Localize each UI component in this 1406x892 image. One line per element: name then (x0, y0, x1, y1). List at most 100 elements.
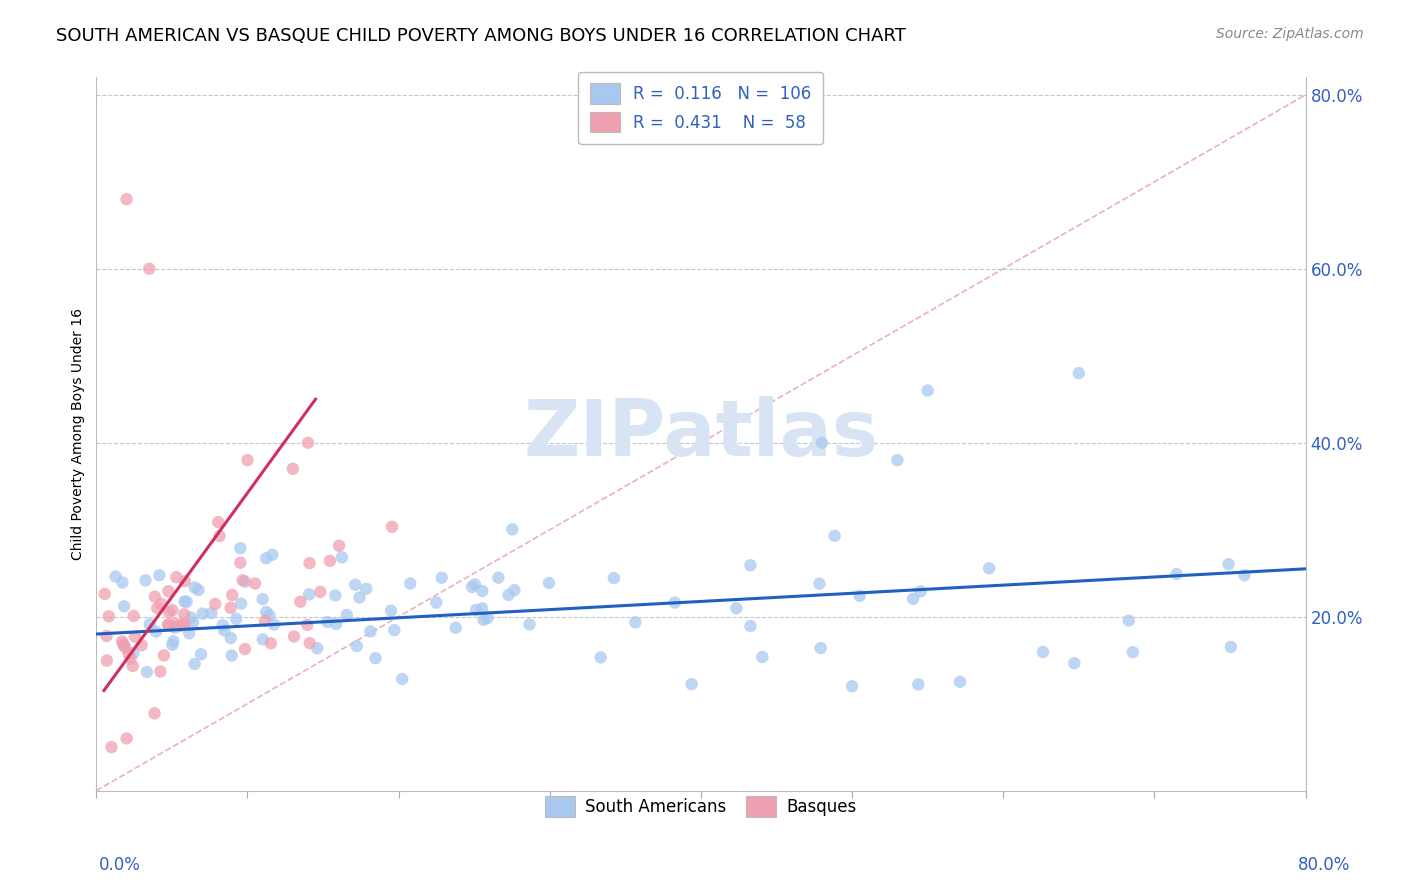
Point (603, 571, 626, 585)
Point (162, 603, 184, 617)
Point (1063, 657, 1085, 671)
Point (176, 595, 198, 609)
Point (243, 576, 266, 591)
Point (254, 551, 277, 566)
Text: SOUTH AMERICAN VS BASQUE CHILD POVERTY AMONG BOYS UNDER 16 CORRELATION CHART: SOUTH AMERICAN VS BASQUE CHILD POVERTY A… (56, 27, 905, 45)
Point (1032, 645, 1054, 659)
Text: 0.0%: 0.0% (98, 856, 141, 874)
Text: ZIPatlas: ZIPatlas (523, 396, 879, 472)
Point (254, 605, 277, 619)
Point (191, 607, 214, 621)
Point (225, 612, 247, 626)
Point (309, 585, 332, 599)
Point (180, 610, 202, 624)
Point (336, 607, 359, 622)
Point (204, 597, 226, 611)
Point (138, 261, 160, 276)
Point (307, 641, 329, 656)
Point (751, 650, 773, 665)
Point (111, 634, 134, 648)
Point (149, 665, 172, 679)
Point (153, 648, 176, 663)
Point (200, 606, 222, 620)
Point (179, 626, 201, 640)
Point (115, 731, 138, 746)
Point (297, 435, 319, 450)
Point (131, 638, 153, 652)
Point (1233, 568, 1256, 582)
Point (254, 614, 277, 628)
Point (97, 609, 120, 624)
Point (465, 603, 488, 617)
Point (503, 583, 526, 598)
Point (841, 679, 863, 693)
Point (162, 634, 184, 648)
Point (93, 587, 115, 601)
Point (298, 556, 321, 570)
Point (172, 617, 194, 632)
Point (917, 384, 939, 398)
Point (346, 639, 368, 653)
Point (219, 631, 242, 645)
Point (1067, 366, 1090, 380)
Point (124, 630, 146, 644)
Point (233, 642, 256, 657)
Point (173, 574, 195, 589)
Point (112, 637, 135, 651)
Point (486, 571, 509, 585)
Point (297, 617, 319, 632)
Point (184, 581, 207, 595)
Point (146, 601, 169, 615)
Text: 80.0%: 80.0% (1298, 856, 1350, 874)
Point (139, 617, 162, 632)
Point (283, 630, 305, 644)
Point (122, 609, 145, 624)
Point (391, 672, 413, 686)
Point (740, 558, 762, 573)
Point (120, 651, 142, 665)
Point (501, 522, 523, 536)
Point (165, 616, 187, 631)
Point (328, 539, 350, 553)
Point (740, 619, 762, 633)
Point (498, 588, 520, 602)
Point (169, 619, 191, 633)
Point (173, 607, 195, 622)
Point (461, 580, 484, 594)
Point (281, 462, 304, 476)
Point (118, 647, 141, 661)
Point (122, 646, 145, 660)
Point (330, 550, 353, 565)
Point (214, 624, 236, 638)
Point (464, 577, 486, 591)
Point (157, 584, 180, 599)
Point (444, 621, 467, 635)
Point (157, 606, 180, 620)
Point (259, 608, 281, 623)
Point (114, 640, 136, 655)
Point (399, 576, 422, 591)
Point (910, 584, 932, 599)
Point (96, 629, 118, 643)
Point (260, 636, 283, 650)
Point (233, 574, 256, 589)
Y-axis label: Child Poverty Among Boys Under 16: Child Poverty Among Boys Under 16 (72, 308, 86, 560)
Point (1218, 558, 1240, 572)
Point (1219, 640, 1241, 654)
Point (907, 677, 929, 691)
Point (681, 677, 703, 691)
Point (364, 651, 387, 665)
Point (231, 597, 253, 611)
Point (121, 659, 143, 673)
Point (359, 624, 381, 639)
Point (808, 576, 831, 591)
Point (811, 435, 834, 450)
Point (298, 587, 321, 601)
Point (229, 556, 252, 570)
Point (145, 624, 167, 639)
Point (430, 571, 453, 585)
Point (425, 595, 447, 609)
Point (173, 594, 195, 608)
Point (115, 192, 138, 206)
Point (589, 650, 612, 665)
